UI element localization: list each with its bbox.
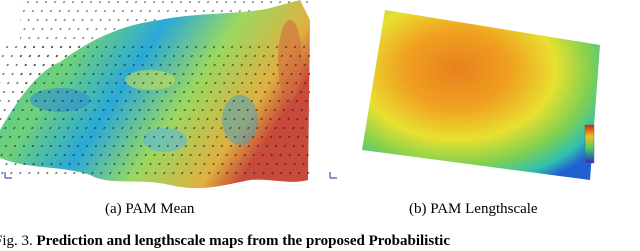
figure-images — [0, 0, 600, 189]
figure-caption-text: Prediction and lengthscale maps from the… — [36, 233, 451, 249]
subfigure-caption: (a) PAM Mean — [105, 201, 195, 217]
figure-label: Fig. 3. — [0, 233, 33, 249]
subfigure-caption: (b) PAM Lengthscale — [409, 201, 538, 217]
figure-caption: Fig. 3. Prediction and lengthscale maps … — [0, 233, 450, 250]
mean-map — [0, 0, 310, 189]
lengthscale-map — [329, 10, 600, 180]
